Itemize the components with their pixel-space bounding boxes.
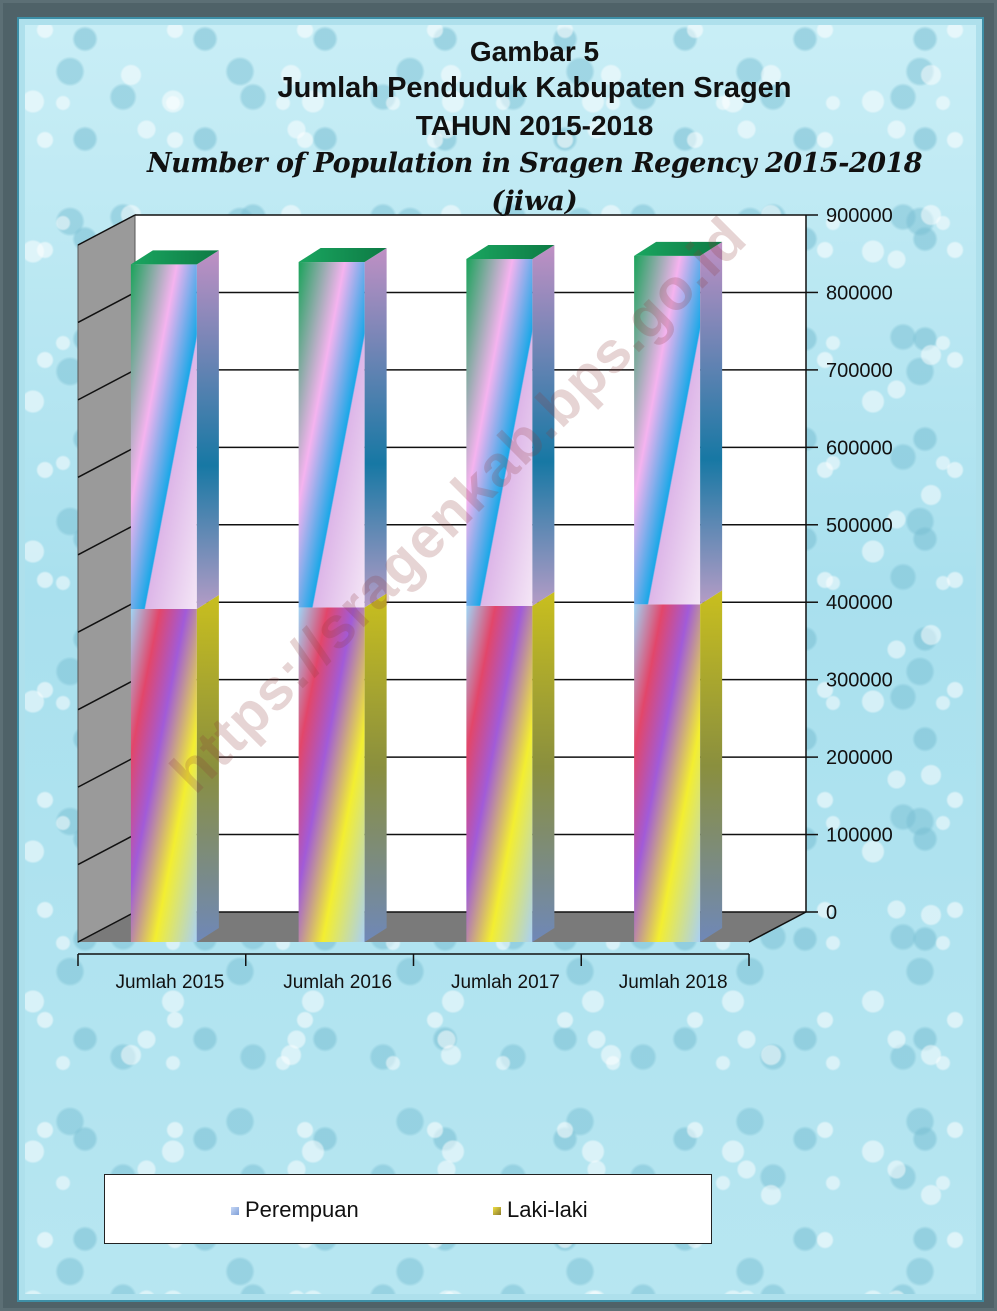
- gridline-side: [77, 446, 136, 478]
- x-tick-label: Jumlah 2018: [619, 972, 728, 993]
- legend-label-laki-laki: Laki-laki: [507, 1197, 588, 1222]
- gridline-side: [77, 369, 136, 401]
- y-tick-label: 900000: [826, 205, 893, 227]
- y-tick-label: 300000: [826, 670, 893, 692]
- bar-side-perempuan: [196, 250, 219, 609]
- gridline-side: [77, 833, 136, 866]
- y-tick-label: 400000: [826, 592, 893, 614]
- bar-cap: [466, 244, 555, 259]
- chart-title-line-1: Gambar 5: [469, 36, 600, 67]
- y-tick-label: 200000: [826, 747, 893, 769]
- legend-label-perempuan: Perempuan: [245, 1197, 359, 1222]
- bar-side-laki-laki: [532, 591, 555, 942]
- gridline-side: [77, 756, 136, 788]
- legend-key-laki-laki: [493, 1207, 501, 1216]
- bar-side-perempuan: [700, 241, 723, 605]
- chart-title-line-3: TAHUN 2015-2018: [415, 110, 654, 141]
- y-tick-label: 0: [826, 902, 837, 924]
- bar-side-perempuan: [364, 248, 387, 608]
- bar-segment-perempuan: [634, 255, 701, 605]
- side-wall: [77, 214, 136, 943]
- y-tick-label: 600000: [826, 437, 893, 459]
- bar-segment-perempuan: [466, 258, 533, 606]
- bar-segment-laki-laki: [298, 607, 365, 942]
- bar-segment-laki-laki: [634, 604, 701, 942]
- gridline-side: [77, 291, 136, 324]
- bar-segment-laki-laki: [466, 605, 533, 942]
- x-tick-label: Jumlah 2017: [451, 972, 560, 993]
- bar-cap: [634, 241, 723, 256]
- gridline-side: [77, 911, 136, 943]
- bar-cap: [298, 248, 387, 263]
- bar-side-laki-laki: [364, 593, 387, 942]
- gridline-side: [77, 524, 136, 556]
- legend-item-perempuan: Perempuan: [231, 1197, 359, 1223]
- chart-subtitle: Number of Population in Sragen Regency 2…: [146, 148, 923, 179]
- x-tick-label: Jumlah 2016: [283, 972, 392, 993]
- bar-segment-perempuan: [298, 262, 365, 608]
- y-tick-label: 700000: [826, 360, 893, 382]
- bar-segment-perempuan: [130, 264, 197, 609]
- bar-side-perempuan: [532, 244, 555, 606]
- y-tick-label: 500000: [826, 515, 893, 537]
- y-tick-label: 800000: [826, 282, 893, 304]
- bar-side-laki-laki: [196, 594, 219, 942]
- legend-key-perempuan: [231, 1207, 239, 1216]
- y-tick-label: 100000: [826, 825, 893, 847]
- legend: Perempuan Laki-laki: [104, 1174, 712, 1244]
- x-tick-label: Jumlah 2015: [115, 972, 224, 993]
- bar-cap: [130, 250, 219, 265]
- legend-item-laki-laki: Laki-laki: [493, 1197, 588, 1223]
- bar-side-laki-laki: [700, 590, 723, 942]
- gridline-side: [77, 601, 136, 633]
- bar-segment-laki-laki: [130, 608, 197, 942]
- floor-edge: [748, 911, 807, 943]
- gridline-side: [77, 214, 136, 246]
- chart-unit-label: (jiwa): [491, 186, 578, 217]
- gridline-side: [77, 679, 136, 711]
- floor: [78, 912, 806, 942]
- chart-title-line-2: Jumlah Penduduk Kabupaten Sragen: [277, 72, 792, 104]
